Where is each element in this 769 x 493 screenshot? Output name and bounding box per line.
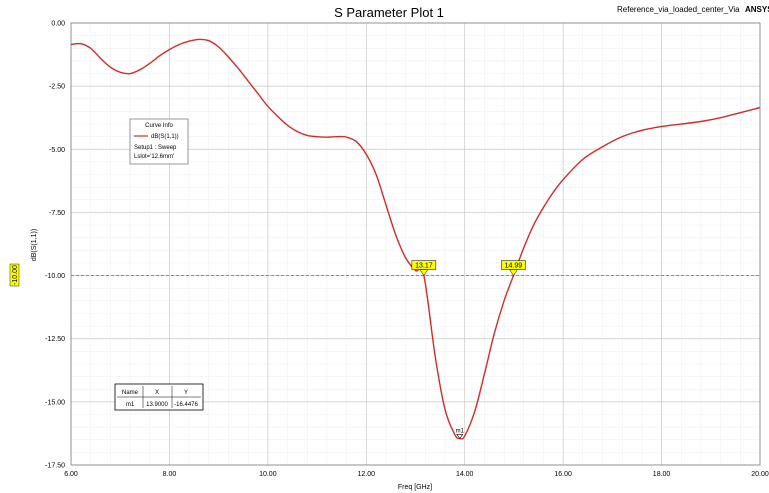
legend-series-label: dB(S(1,1)) <box>151 134 179 140</box>
curve-info-title: Curve Info <box>145 123 173 129</box>
curve-layer <box>70 38 761 440</box>
y-tick-label: -15.00 <box>45 399 65 406</box>
reference-label-box <box>9 263 20 287</box>
y-tick-label: -17.50 <box>45 463 65 470</box>
curve-info-legend[interactable]: Curve Info dB(S(1,1)) Setup1 : Sweep Lsl… <box>129 118 189 165</box>
x-tick-label: 16.00 <box>554 471 572 478</box>
marker-table-header: Name <box>122 390 139 396</box>
design-name: Reference_via_loaded_center_Via <box>617 5 740 14</box>
x-tick-label: 20.00 <box>751 471 769 478</box>
marker-table-cell: 13.9000 <box>146 402 168 408</box>
x-tick-label: 14.00 <box>456 471 474 478</box>
x-axis-label: Freq [GHz] <box>398 484 432 491</box>
crossing-marker-pointer <box>419 269 429 277</box>
x-tick-label: 10.00 <box>259 471 277 478</box>
point-marker-triangle <box>456 434 464 439</box>
crossing-marker: 13.17 <box>411 260 437 277</box>
x-tick-label: 8.00 <box>163 471 177 478</box>
ansys-logo-text: ANSYS <box>745 5 769 14</box>
y-tick-label: -7.50 <box>49 210 65 217</box>
legend-setup-label: Setup1 : Sweep <box>134 145 177 151</box>
axes: 6.00 8.00 10.00 12.00 14.00 16.00 18.00 20.00 0.… <box>45 21 769 479</box>
curve-info-box <box>129 118 189 165</box>
y-tick-label: 0.00 <box>51 21 65 28</box>
marker-table-header: X <box>155 390 159 396</box>
crossing-marker-pointer <box>508 269 518 277</box>
series-line-s11 <box>70 38 761 440</box>
y-tick-label: -5.00 <box>49 147 65 154</box>
x-tick-label: 6.00 <box>64 471 78 478</box>
y-tick-label: -2.50 <box>49 84 65 91</box>
crossing-marker-text: 14.99 <box>505 263 523 270</box>
reference-label-text: -10.00 <box>12 265 19 285</box>
marker-table-cell: -16.4476 <box>174 402 198 408</box>
marker-layer: 13.17 14.99 m1 <box>411 260 526 439</box>
y-tick-label: -10.00 <box>45 273 65 280</box>
reference-line-label: -10.00 <box>9 263 20 287</box>
point-marker-label: m1 <box>456 428 465 434</box>
crossing-marker: 14.99 <box>501 260 526 277</box>
legend-param-label: Lslot='12.6mm' <box>134 154 174 160</box>
chart-title: S Parameter Plot 1 <box>334 5 444 20</box>
x-tick-label: 12.00 <box>358 471 376 478</box>
marker-table-cell: m1 <box>126 402 135 408</box>
y-tick-label: -12.50 <box>45 336 65 343</box>
marker-table-header: Y <box>184 390 188 396</box>
x-tick-label: 18.00 <box>653 471 671 478</box>
plot-frame <box>70 22 761 466</box>
y-axis-label: dB(S(1,1)) <box>31 229 38 261</box>
crossing-marker-text: 13.17 <box>415 263 433 270</box>
marker-table[interactable]: Name X Y m1 13.9000 -16.4476 <box>114 383 204 411</box>
